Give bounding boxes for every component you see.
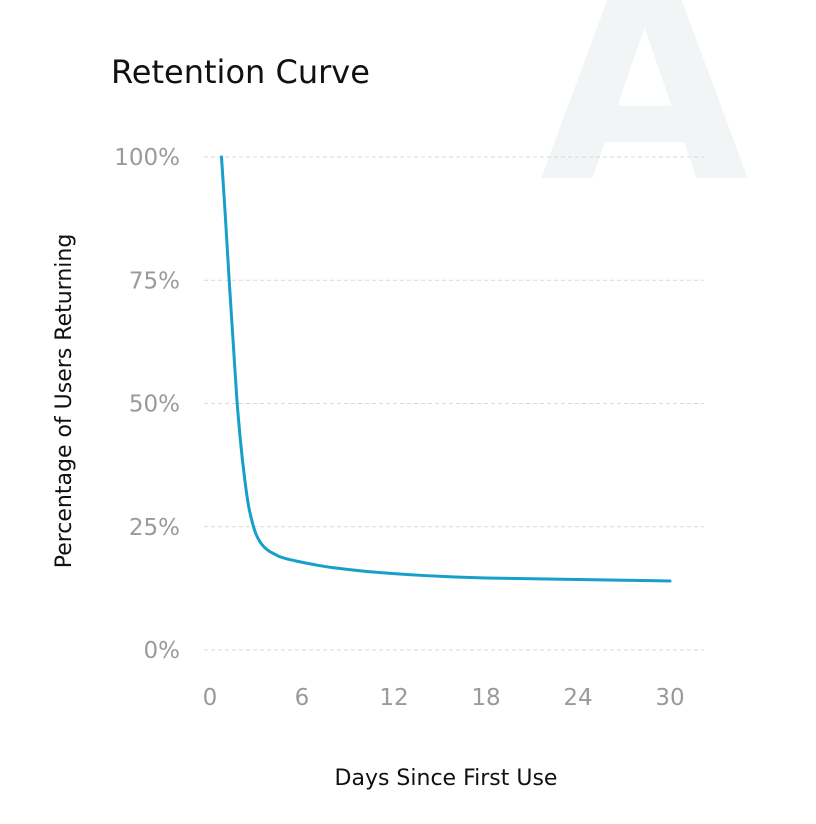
x-axis-label: Days Since First Use xyxy=(335,766,558,791)
chart-title: Retention Curve xyxy=(111,53,370,91)
y-tick-label: 50% xyxy=(129,392,180,418)
grid-lines xyxy=(204,156,704,651)
x-tick-label: 0 xyxy=(203,685,218,711)
y-axis-ticks: 0% 25% 50% 75% 100% xyxy=(114,145,180,664)
x-axis-ticks: 0 6 12 18 24 30 xyxy=(203,685,685,711)
series-group xyxy=(220,155,672,583)
x-tick-label: 12 xyxy=(379,685,408,711)
y-tick-label: 75% xyxy=(129,268,180,294)
y-tick-label: 25% xyxy=(129,515,180,541)
x-tick-label: 18 xyxy=(471,685,500,711)
x-tick-label: 6 xyxy=(295,685,310,711)
series-line-retention xyxy=(220,155,672,583)
watermark-letter: A xyxy=(540,0,751,242)
x-tick-label: 24 xyxy=(563,685,592,711)
y-axis-label: Percentage of Users Returning xyxy=(52,234,77,569)
y-tick-label: 100% xyxy=(114,145,180,171)
y-tick-label: 0% xyxy=(144,638,181,664)
x-tick-label: 30 xyxy=(655,685,684,711)
